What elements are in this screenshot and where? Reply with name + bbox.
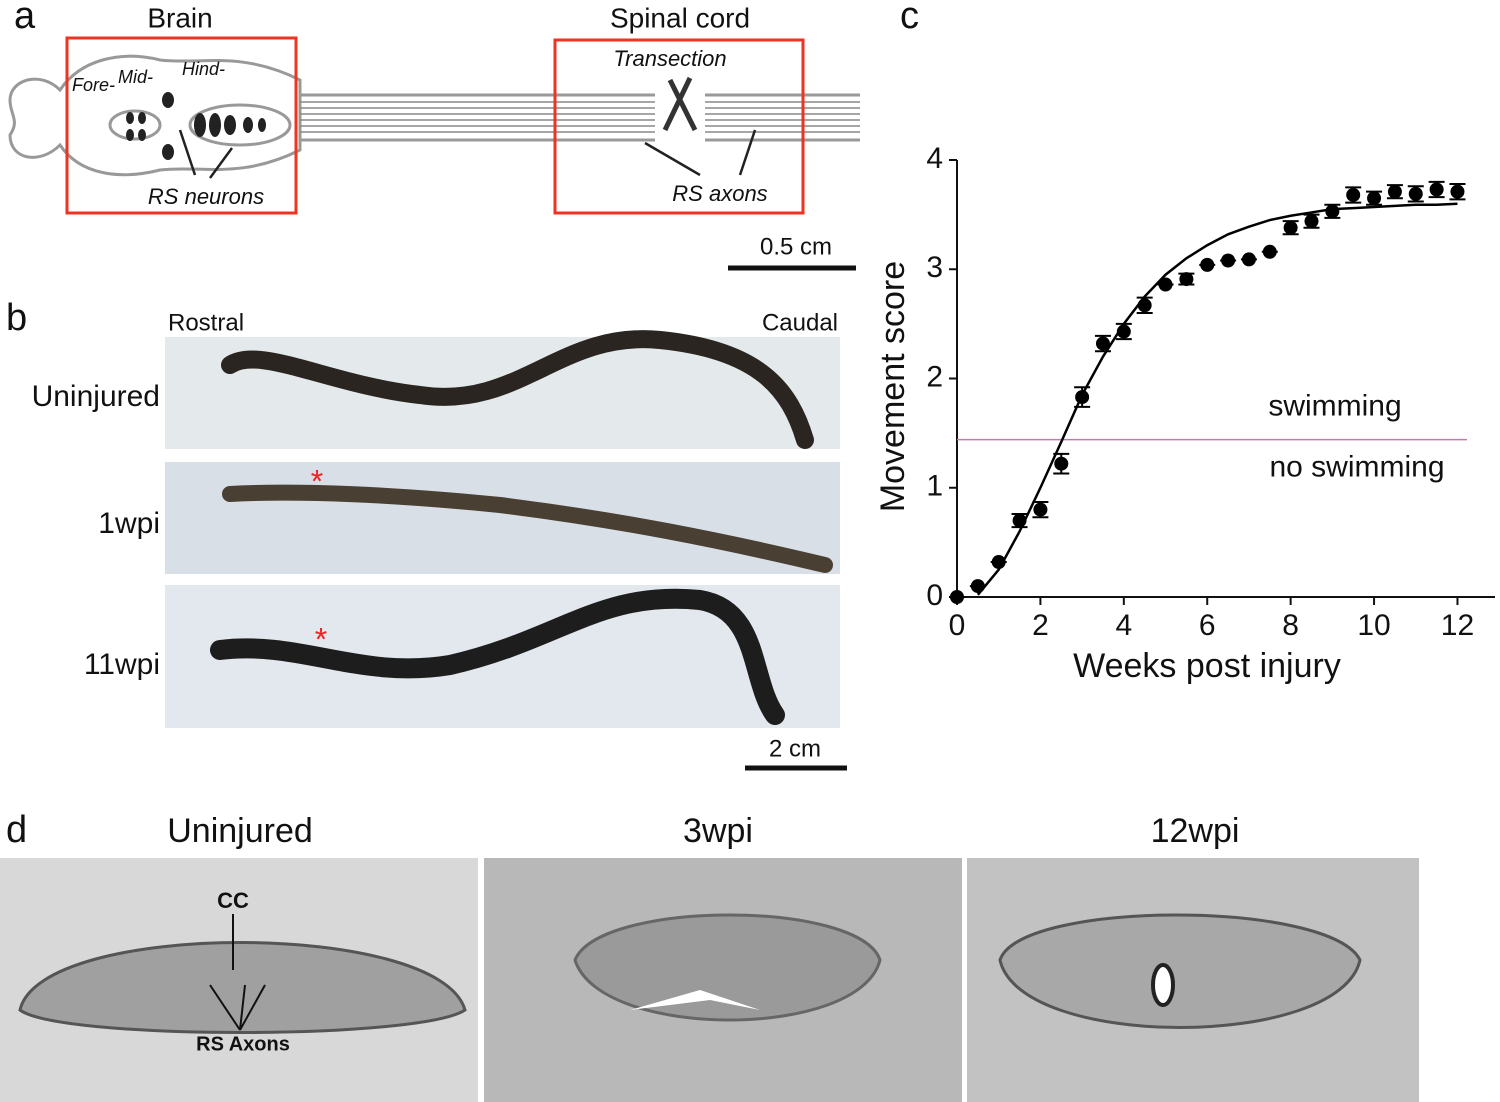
caudal-label: Caudal (762, 309, 838, 336)
data-point (1033, 502, 1048, 517)
pointer (209, 984, 266, 1031)
photo-1wpi (165, 462, 840, 574)
data-point (1262, 244, 1277, 259)
scale-label: 0.5 cm (760, 233, 832, 260)
central-canal (1151, 963, 1175, 1007)
spinal-cord-label: Spinal cord (610, 2, 750, 33)
panel-label: d (6, 809, 27, 851)
data-point (1179, 272, 1194, 287)
cord-section (573, 913, 882, 1022)
eel (222, 484, 833, 573)
eel (221, 330, 814, 449)
threshold-label: no swimming (1269, 451, 1444, 484)
data-point (1367, 191, 1382, 206)
data-point (1241, 252, 1256, 267)
injury-star: * (311, 463, 323, 499)
data-point (970, 579, 985, 594)
cord-box (553, 38, 805, 215)
arrows (178, 129, 757, 179)
y-tick-label: 4 (926, 142, 943, 175)
rs-neurons-label: RS neurons (148, 184, 264, 209)
eel (210, 588, 785, 725)
row-label: Uninjured (32, 380, 160, 413)
data-point (1450, 184, 1465, 199)
rostral-label: Rostral (168, 309, 244, 336)
y-tick-label: 3 (926, 251, 943, 284)
scale-label: 2 cm (769, 735, 821, 762)
panel-label: b (6, 297, 27, 339)
section-title: 3wpi (683, 812, 753, 850)
fore-label: Fore- (72, 75, 115, 95)
x-axis-title: Weeks post injury (1073, 647, 1341, 685)
lesion (630, 990, 760, 1010)
row-label: 11wpi (84, 648, 160, 681)
brain-label: Brain (147, 2, 212, 33)
x-tick-label: 8 (1282, 609, 1299, 642)
y-tick-label: 1 (926, 470, 943, 503)
data-point (950, 590, 964, 604)
threshold-label: swimming (1268, 390, 1401, 423)
rs-neurons (126, 92, 266, 160)
data-point (1304, 214, 1319, 229)
cc-label: CC (217, 888, 249, 913)
row-label: 1wpi (98, 507, 160, 540)
y-tick-label: 0 (926, 579, 943, 612)
x-tick-label: 2 (1032, 609, 1049, 642)
data-point (1346, 187, 1361, 202)
rs-axons-label: RS Axons (196, 1033, 290, 1055)
cord-lines (300, 101, 860, 133)
x-tick-label: 12 (1441, 609, 1474, 642)
data-point (1408, 186, 1423, 201)
cord-section (18, 941, 467, 1034)
section-title: Uninjured (167, 812, 313, 850)
data-point (1387, 184, 1402, 199)
section-title: 12wpi (1151, 812, 1240, 850)
y-axis-title: Movement score (874, 261, 912, 512)
data-point (1429, 182, 1444, 197)
scissors (662, 76, 698, 132)
x-tick-label: 4 (1115, 609, 1132, 642)
injury-star: * (315, 621, 327, 657)
rs-axons-label: RS axons (672, 181, 767, 206)
data-point (1054, 456, 1069, 471)
brain-box (65, 36, 298, 215)
hind-label: Hind- (182, 59, 225, 79)
panel-label: c (900, 0, 919, 37)
data-point (1325, 204, 1340, 219)
brain-schematic (8, 54, 860, 177)
fit-curve (976, 202, 1458, 596)
panel-label: a (14, 0, 36, 37)
transection-label: Transection (613, 46, 726, 71)
y-tick-label: 2 (926, 360, 943, 393)
data-point (1095, 336, 1110, 351)
mid-label: Mid- (118, 67, 153, 87)
data-point (1137, 298, 1152, 313)
x-tick-label: 0 (949, 609, 966, 642)
data-point (1158, 277, 1173, 292)
data-point (1221, 253, 1236, 268)
data-point (1200, 257, 1215, 272)
cord-section (998, 913, 1362, 1029)
data-point (1283, 220, 1298, 235)
x-tick-label: 10 (1357, 609, 1390, 642)
x-tick-label: 6 (1199, 609, 1216, 642)
